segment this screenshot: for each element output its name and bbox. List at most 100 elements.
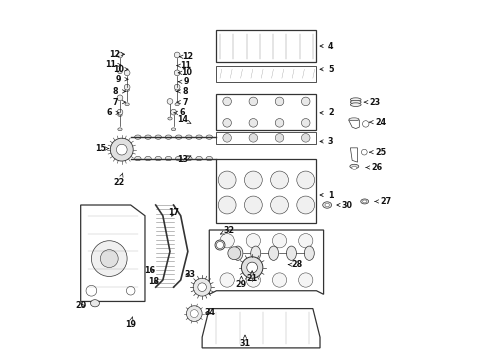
Circle shape [124,84,130,90]
Text: 9: 9 [116,75,128,84]
Circle shape [272,273,287,287]
Text: 14: 14 [177,115,191,124]
Circle shape [126,287,135,295]
Ellipse shape [145,135,151,139]
Ellipse shape [186,157,192,161]
Circle shape [174,70,180,76]
Text: 7: 7 [113,98,125,107]
Ellipse shape [363,200,367,203]
Circle shape [270,196,289,214]
Circle shape [217,242,223,249]
Text: 10: 10 [113,65,128,74]
Text: 12: 12 [179,52,194,61]
Polygon shape [217,94,317,130]
Ellipse shape [175,71,179,73]
Ellipse shape [350,103,361,107]
Ellipse shape [155,135,162,139]
Circle shape [249,118,258,127]
Text: 9: 9 [178,77,190,86]
Circle shape [275,97,284,106]
Ellipse shape [135,135,141,139]
Circle shape [301,118,310,127]
Text: 2: 2 [320,108,334,117]
Circle shape [174,84,180,90]
Ellipse shape [155,157,162,161]
Circle shape [270,171,289,189]
Ellipse shape [323,202,332,208]
Ellipse shape [91,300,99,307]
Circle shape [362,149,367,155]
Circle shape [223,118,231,127]
Circle shape [297,196,315,214]
Text: 8: 8 [177,87,188,96]
Circle shape [246,273,261,287]
Text: 13: 13 [177,155,191,164]
Circle shape [220,234,234,248]
Circle shape [301,134,310,142]
Text: 6: 6 [174,108,185,117]
Polygon shape [202,309,320,348]
Text: 34: 34 [204,309,216,318]
Circle shape [301,97,310,106]
Text: 11: 11 [177,61,191,70]
Circle shape [363,121,369,127]
Circle shape [193,278,211,296]
Text: 3: 3 [320,137,334,146]
Circle shape [117,95,123,101]
Circle shape [275,118,284,127]
Text: 30: 30 [337,201,352,210]
Polygon shape [350,148,358,162]
Circle shape [247,262,258,273]
Polygon shape [217,30,317,62]
Text: 25: 25 [369,148,386,157]
Ellipse shape [287,246,296,260]
Ellipse shape [165,157,172,161]
Text: 4: 4 [320,41,334,50]
Circle shape [242,257,263,278]
Text: 8: 8 [113,87,125,96]
Circle shape [218,196,236,214]
Text: 17: 17 [168,208,179,217]
Circle shape [171,109,176,115]
Text: 28: 28 [288,260,302,269]
Circle shape [245,171,262,189]
Text: 15: 15 [95,144,109,153]
Ellipse shape [233,246,243,260]
Ellipse shape [215,240,225,250]
Ellipse shape [175,157,182,161]
Text: 29: 29 [236,276,247,289]
Text: 6: 6 [106,108,119,117]
Circle shape [100,249,118,267]
Text: 19: 19 [125,317,136,329]
Ellipse shape [135,157,141,161]
Circle shape [245,196,262,214]
Polygon shape [217,158,317,223]
Ellipse shape [251,246,261,260]
Ellipse shape [350,164,359,168]
Ellipse shape [165,135,172,139]
Circle shape [298,234,313,248]
Ellipse shape [269,246,279,260]
Circle shape [110,138,133,161]
Text: 7: 7 [177,98,188,107]
Circle shape [272,234,287,248]
Circle shape [249,97,258,106]
Ellipse shape [350,100,361,104]
Circle shape [218,171,236,189]
Polygon shape [217,132,317,144]
Polygon shape [209,230,323,294]
Circle shape [297,171,315,189]
Text: 18: 18 [148,277,159,286]
Circle shape [174,52,180,58]
Ellipse shape [349,118,359,121]
Circle shape [92,241,127,276]
Circle shape [198,283,206,292]
Circle shape [167,99,173,104]
Ellipse shape [125,89,129,91]
Circle shape [86,285,97,296]
Ellipse shape [196,157,202,161]
Polygon shape [217,66,317,82]
Circle shape [117,109,123,115]
Circle shape [223,134,231,142]
Ellipse shape [361,199,368,204]
